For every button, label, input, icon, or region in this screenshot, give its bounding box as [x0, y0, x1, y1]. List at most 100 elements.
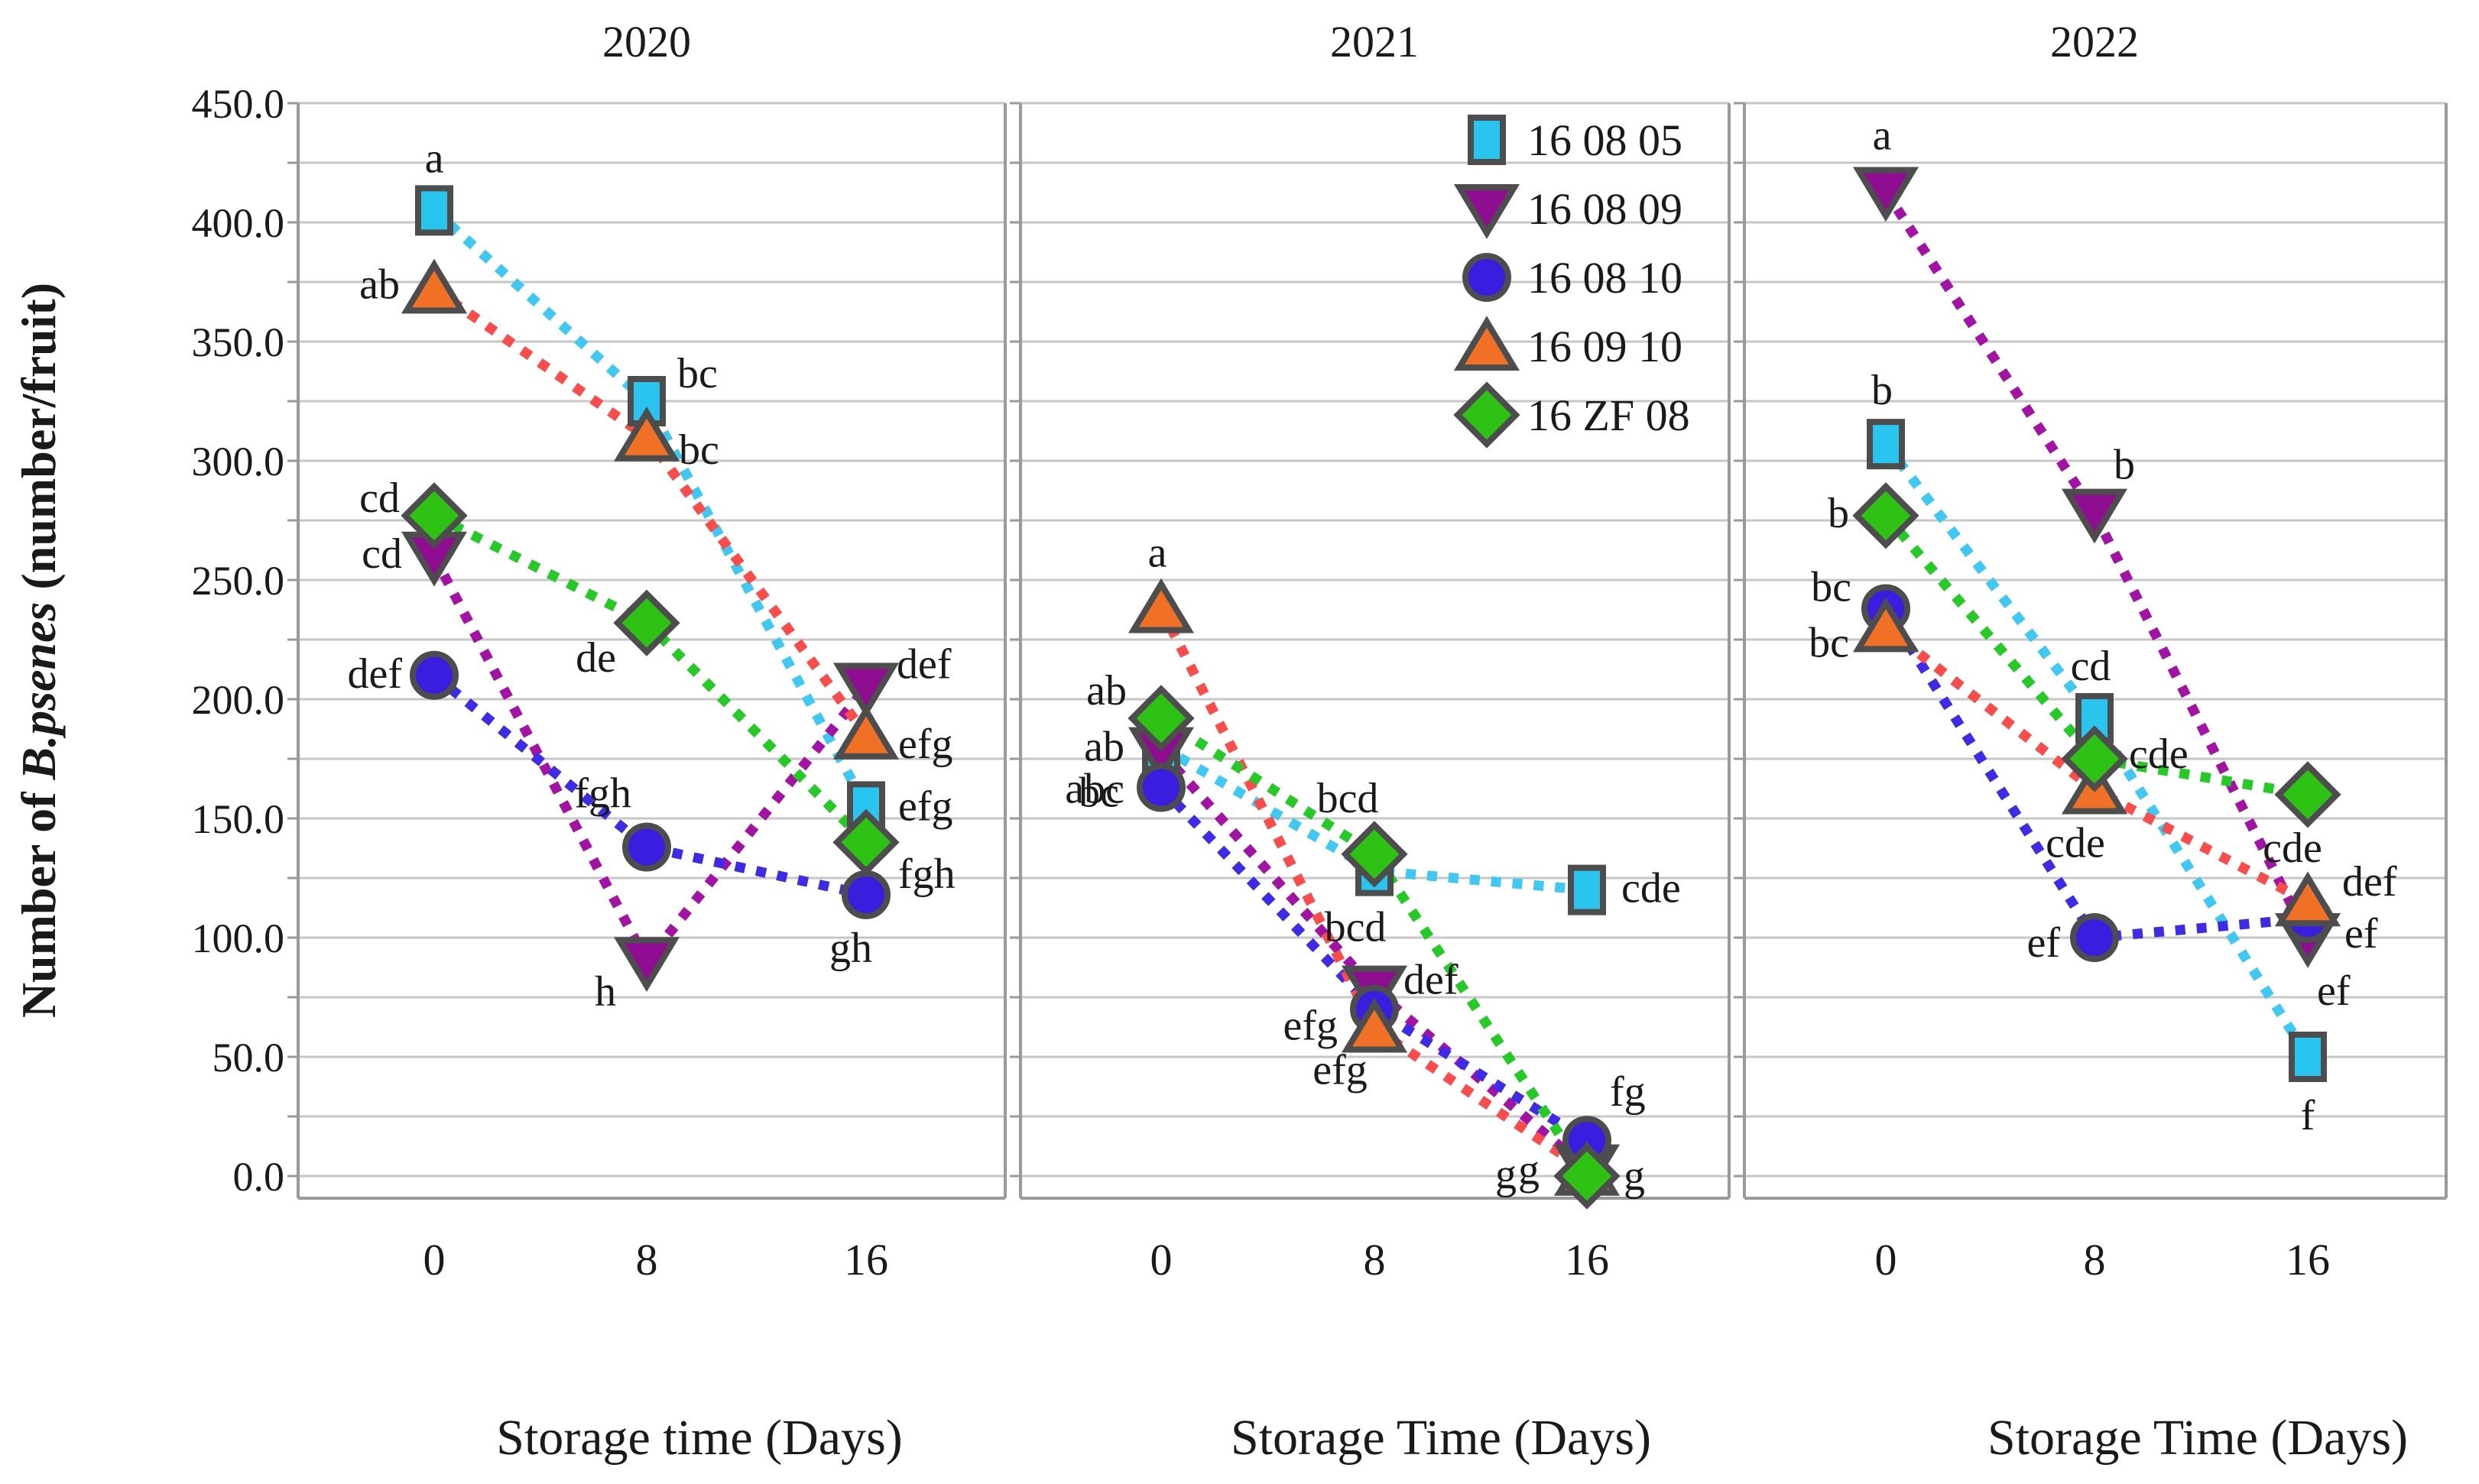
diamond-legend-icon — [1453, 381, 1520, 449]
significance-label: bc — [1079, 769, 1119, 816]
x-tick-label: 0 — [1150, 1235, 1173, 1285]
circle-legend-icon — [1462, 253, 1511, 302]
triangle-down-marker — [1852, 167, 1919, 222]
triangle-down-marker — [832, 663, 900, 718]
y-tick-label: 400.0 — [192, 200, 285, 246]
significance-label: ab — [359, 261, 400, 308]
square-marker — [2289, 1032, 2327, 1082]
circle-marker — [842, 870, 891, 919]
y-tick-label: 250.0 — [192, 558, 285, 604]
significance-label: a — [425, 134, 444, 182]
legend-label: 16 09 10 — [1527, 322, 1682, 371]
significance-label: b — [1871, 367, 1893, 414]
triangle-down-marker — [2061, 488, 2128, 544]
panel-title: 2022 — [2050, 17, 2139, 66]
diamond-marker — [1128, 685, 1195, 752]
significance-label: def — [1403, 957, 1459, 1004]
square-marker — [1568, 864, 1606, 915]
significance-label: def — [347, 650, 402, 698]
significance-label: ef — [2026, 919, 2060, 967]
series-line — [430, 206, 871, 809]
square-marker — [415, 185, 453, 236]
y-tick-label: 50.0 — [213, 1035, 285, 1081]
triangle-up-legend-icon — [1453, 316, 1520, 371]
significance-label: ef — [2344, 910, 2378, 957]
significance-label: de — [576, 634, 616, 682]
significance-label: cde — [1621, 865, 1681, 912]
significance-label: bc — [677, 350, 718, 397]
significance-label: cde — [2263, 825, 2322, 872]
significance-label: g — [1624, 1152, 1645, 1200]
legend-label: 16 ZF 08 — [1527, 390, 1690, 440]
significance-label: fgh — [898, 851, 956, 898]
triangle-up-marker — [2274, 871, 2341, 927]
significance-label: ab — [1084, 724, 1124, 771]
triangle-up-marker — [832, 705, 900, 760]
legend-label: 16 08 09 — [1527, 184, 1682, 234]
diamond-marker — [2061, 725, 2128, 792]
diamond-marker — [1341, 821, 1408, 888]
significance-label: efg — [898, 783, 953, 830]
triangle-down-legend-icon — [1453, 184, 1520, 239]
significance-label: f — [2301, 1092, 2315, 1139]
x-tick-label: 0 — [423, 1235, 446, 1285]
significance-label: h — [595, 968, 616, 1016]
y-tick-label: 100.0 — [192, 915, 285, 961]
circle-marker — [1137, 763, 1186, 812]
circle-marker — [622, 822, 671, 872]
panel-title: 2021 — [1330, 17, 1419, 66]
y-tick-label: 0.0 — [233, 1154, 285, 1200]
x-tick-label: 8 — [2084, 1235, 2106, 1285]
significance-label: efg — [1283, 1003, 1338, 1050]
significance-label: a — [1148, 529, 1167, 576]
triangle-up-marker — [1852, 597, 1919, 653]
triangle-down-marker — [613, 937, 680, 992]
x-tick-label: 16 — [2286, 1235, 2330, 1285]
significance-label: bc — [679, 426, 719, 474]
significance-label: g — [1495, 1151, 1517, 1198]
diamond-marker — [613, 589, 680, 656]
triangle-up-marker — [613, 407, 680, 462]
significance-label: efg — [1313, 1047, 1368, 1094]
x-tick-label: 0 — [1875, 1235, 1897, 1285]
legend-label: 16 08 05 — [1527, 115, 1682, 165]
significance-label: b — [2114, 442, 2135, 489]
significance-label: bcd — [1317, 775, 1379, 822]
series-line — [1157, 606, 1590, 1176]
significance-label: b — [1828, 490, 1849, 537]
significance-label: gh — [829, 925, 872, 972]
square-legend-icon — [1468, 115, 1506, 165]
diamond-marker — [1852, 482, 1919, 549]
diamond-marker — [1553, 1142, 1621, 1210]
significance-label: cde — [2046, 820, 2105, 867]
x-tick-label: 16 — [1565, 1235, 1609, 1285]
significance-label: efg — [898, 721, 953, 768]
triangle-up-marker — [1341, 997, 1408, 1053]
y-tick-label: 150.0 — [192, 796, 285, 842]
y-tick-label: 350.0 — [192, 319, 285, 365]
significance-label: bc — [1809, 619, 1849, 666]
x-axis-title: Storage Time (Days) — [1231, 1410, 1651, 1466]
panel-title: 2020 — [602, 17, 691, 66]
significance-label: bcd — [1325, 904, 1387, 951]
diamond-marker — [401, 482, 468, 549]
significance-label: fgh — [574, 770, 631, 817]
circle-marker — [410, 650, 459, 700]
significance-label: bc — [1811, 563, 1851, 611]
significance-label: fg — [1610, 1068, 1646, 1116]
significance-label: abc — [1065, 765, 1124, 812]
significance-label: cd — [362, 530, 402, 578]
diamond-marker — [832, 808, 900, 876]
significance-label: a — [1873, 112, 1892, 159]
y-tick-label: 450.0 — [192, 81, 285, 127]
x-tick-label: 16 — [844, 1235, 888, 1285]
circle-marker — [2070, 913, 2119, 962]
significance-label: ab — [1086, 667, 1127, 714]
significance-label: cd — [359, 475, 400, 522]
x-tick-label: 8 — [636, 1235, 658, 1285]
y-axis-title: Number of B.psenes (number/fruit) — [11, 283, 66, 1018]
x-tick-label: 8 — [1364, 1235, 1386, 1285]
square-marker — [1867, 419, 1905, 470]
